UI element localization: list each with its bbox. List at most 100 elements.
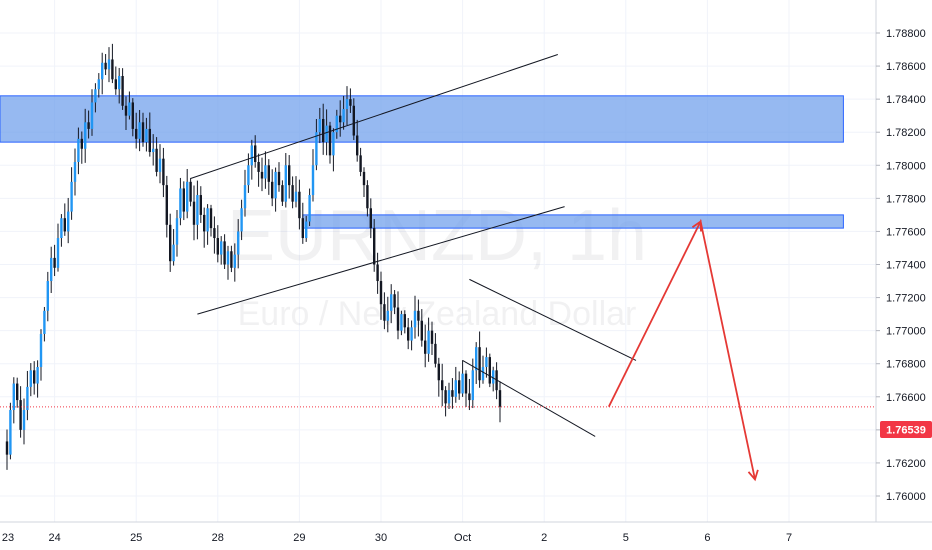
price-tick-label-4: 1.78000 bbox=[886, 160, 926, 172]
candle-body bbox=[67, 211, 70, 232]
candle bbox=[281, 180, 284, 206]
candle-body bbox=[492, 370, 495, 384]
candle-body bbox=[230, 251, 233, 268]
candle bbox=[461, 360, 464, 397]
candle-body bbox=[430, 330, 434, 344]
candle-body bbox=[148, 128, 151, 153]
price-tick-label-2: 1.78400 bbox=[886, 94, 926, 106]
candle bbox=[56, 223, 60, 272]
candle bbox=[492, 366, 495, 392]
candle bbox=[243, 169, 247, 217]
candle bbox=[5, 429, 9, 470]
candle-body bbox=[478, 347, 481, 381]
candle bbox=[356, 119, 359, 162]
candle-body bbox=[294, 191, 298, 202]
candle-body bbox=[131, 102, 134, 129]
candle-body bbox=[118, 75, 121, 90]
candle-body bbox=[60, 218, 63, 239]
candle bbox=[128, 91, 131, 120]
candle-body bbox=[390, 294, 393, 311]
candle bbox=[169, 213, 172, 272]
candle bbox=[26, 370, 29, 421]
candle bbox=[485, 347, 488, 378]
time-tick-label-1: 24 bbox=[48, 532, 60, 544]
candle-body bbox=[165, 185, 168, 225]
candle-body bbox=[451, 390, 454, 397]
candle-body bbox=[80, 138, 83, 149]
channel-upper-trendline bbox=[469, 278, 637, 361]
candle-body bbox=[427, 330, 430, 354]
time-tick-label-8: 5 bbox=[623, 532, 629, 544]
candle-body bbox=[9, 410, 12, 455]
candle-body bbox=[352, 105, 355, 136]
candle bbox=[199, 186, 202, 223]
candle bbox=[53, 244, 56, 277]
candle-body bbox=[383, 304, 386, 321]
candle bbox=[16, 377, 19, 408]
candle-body bbox=[396, 307, 400, 331]
candle-body bbox=[240, 208, 243, 232]
candle-body bbox=[111, 59, 114, 80]
candle bbox=[434, 333, 437, 368]
candle bbox=[430, 321, 434, 355]
candle-body bbox=[203, 214, 206, 232]
candle bbox=[464, 370, 468, 408]
candle-body bbox=[250, 145, 253, 166]
candle bbox=[19, 386, 22, 438]
wedge-lower-trendline bbox=[197, 206, 565, 315]
candle bbox=[223, 234, 226, 269]
candle-body bbox=[158, 158, 162, 172]
candle bbox=[458, 371, 461, 400]
candle bbox=[318, 107, 321, 144]
candle-body bbox=[322, 118, 325, 143]
candle bbox=[478, 331, 481, 388]
candle bbox=[315, 119, 318, 171]
candle-body bbox=[366, 185, 369, 209]
candle-body bbox=[260, 171, 264, 179]
symbol-watermark: EURNZD, 1h Euro / New Zealand Dollar bbox=[227, 196, 647, 333]
candle-body bbox=[464, 373, 468, 394]
candle-body bbox=[417, 310, 420, 321]
candle bbox=[349, 88, 352, 113]
candle bbox=[294, 176, 298, 208]
candle-body bbox=[424, 340, 427, 354]
candle-body bbox=[447, 390, 451, 404]
candle bbox=[141, 112, 145, 147]
candle-body bbox=[434, 343, 437, 364]
candle bbox=[488, 353, 491, 388]
candle-body bbox=[46, 281, 49, 311]
candle-body bbox=[468, 393, 471, 401]
candle-body bbox=[209, 208, 213, 229]
candle bbox=[288, 155, 291, 199]
watermark-symbol: EURNZD, 1h bbox=[227, 196, 647, 276]
candle-body bbox=[407, 327, 410, 341]
candle bbox=[43, 306, 46, 342]
candle-body bbox=[162, 158, 165, 186]
candle-body bbox=[349, 99, 352, 106]
candle bbox=[379, 271, 383, 320]
candle-body bbox=[26, 386, 29, 411]
candle bbox=[148, 112, 151, 157]
candle bbox=[400, 310, 403, 336]
candle-body bbox=[107, 59, 111, 70]
candle bbox=[240, 199, 243, 241]
candle bbox=[264, 151, 267, 189]
candle-body bbox=[475, 347, 478, 371]
candle bbox=[468, 378, 471, 411]
candle bbox=[145, 117, 148, 152]
candle-body bbox=[179, 188, 182, 219]
candle bbox=[260, 157, 264, 192]
candle bbox=[383, 292, 386, 330]
candle bbox=[70, 167, 73, 220]
candle-body bbox=[305, 221, 308, 239]
candle bbox=[77, 127, 80, 175]
time-tick-label-0: 23 bbox=[2, 532, 14, 544]
candle-body bbox=[325, 125, 328, 143]
candle bbox=[226, 245, 230, 280]
candle bbox=[87, 110, 90, 139]
candle bbox=[186, 168, 189, 219]
candle-body bbox=[77, 138, 80, 162]
projection-arrowhead-down bbox=[747, 469, 759, 482]
time-axis[interactable] bbox=[0, 521, 932, 550]
